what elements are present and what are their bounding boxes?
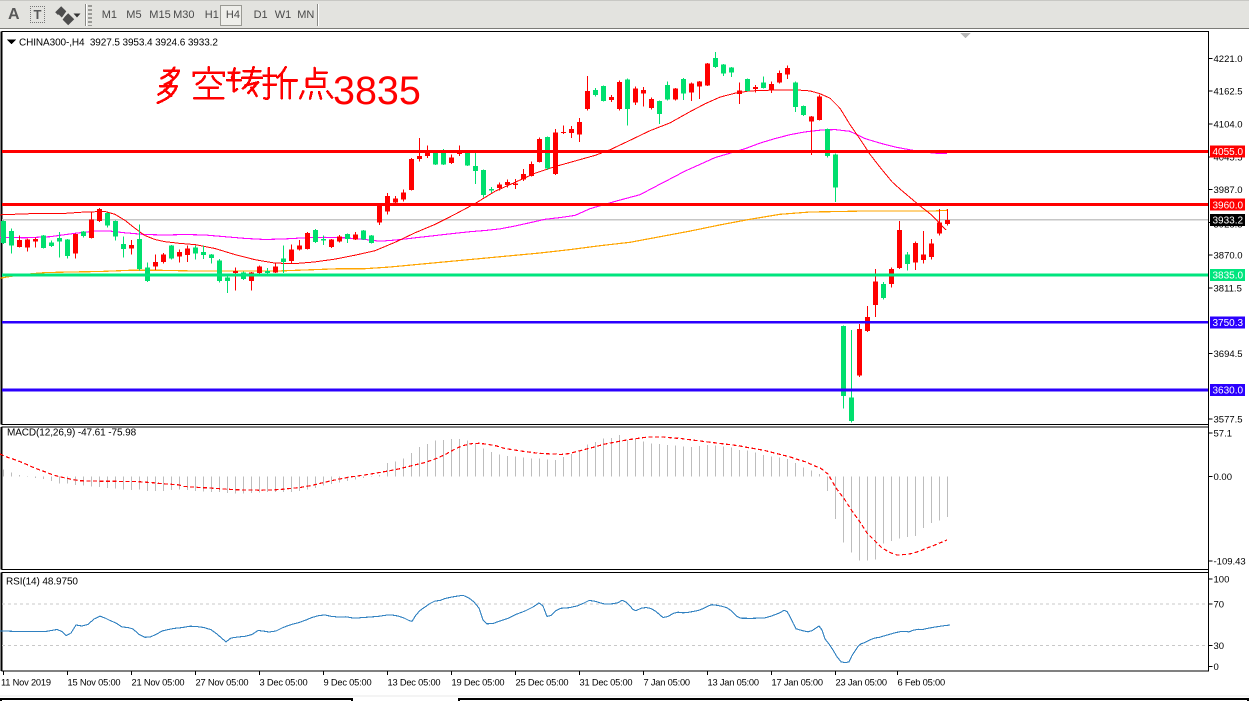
svg-text:21 Nov 05:00: 21 Nov 05:00	[132, 678, 185, 688]
svg-text:30: 30	[1214, 641, 1225, 652]
svg-text:MACD(12,26,9) -47.61 -75.98: MACD(12,26,9) -47.61 -75.98	[7, 428, 137, 439]
svg-text:57.1: 57.1	[1214, 429, 1233, 440]
svg-text:70: 70	[1214, 600, 1225, 611]
svg-text:3811.5: 3811.5	[1214, 284, 1242, 295]
svg-text:4162.5: 4162.5	[1214, 87, 1243, 98]
svg-text:4104.0: 4104.0	[1214, 120, 1243, 131]
svg-text:23 Jan 05:00: 23 Jan 05:00	[836, 678, 887, 688]
svg-text:0.00: 0.00	[1214, 472, 1233, 483]
svg-text:3960.0: 3960.0	[1213, 200, 1244, 211]
svg-text:11 Nov 2019: 11 Nov 2019	[1, 678, 51, 688]
svg-text:0: 0	[1214, 662, 1219, 673]
svg-text:13 Jan 05:00: 13 Jan 05:00	[708, 678, 759, 688]
svg-text:100: 100	[1214, 575, 1230, 586]
svg-text:6 Feb 05:00: 6 Feb 05:00	[898, 678, 945, 688]
svg-text:-109.43: -109.43	[1214, 557, 1246, 568]
svg-text:4221.0: 4221.0	[1214, 54, 1243, 65]
svg-text:3987.0: 3987.0	[1214, 185, 1243, 196]
svg-text:17 Jan 05:00: 17 Jan 05:00	[772, 678, 823, 688]
svg-text:9 Dec 05:00: 9 Dec 05:00	[324, 678, 372, 688]
svg-text:CHINA300-,H4 3927.5 3953.4 39: CHINA300-,H4 3927.5 3953.4 3924.6 3933.2	[19, 38, 218, 49]
svg-text:7 Jan 05:00: 7 Jan 05:00	[644, 678, 690, 688]
svg-text:3835.0: 3835.0	[1213, 270, 1244, 281]
svg-text:3694.5: 3694.5	[1214, 349, 1243, 360]
svg-text:27 Nov 05:00: 27 Nov 05:00	[196, 678, 249, 688]
svg-text:13 Dec 05:00: 13 Dec 05:00	[388, 678, 441, 688]
svg-text:4055.0: 4055.0	[1213, 147, 1244, 158]
svg-text:3835: 3835	[333, 69, 421, 113]
svg-text:3750.3: 3750.3	[1213, 318, 1244, 329]
svg-text:3 Dec 05:00: 3 Dec 05:00	[260, 678, 308, 688]
svg-text:4045.5: 4045.5	[1214, 152, 1243, 163]
svg-text:25 Dec 05:00: 25 Dec 05:00	[516, 678, 569, 688]
svg-text:RSI(14) 48.9750: RSI(14) 48.9750	[6, 577, 78, 588]
svg-text:3933.2: 3933.2	[1213, 215, 1244, 226]
svg-text:3630.0: 3630.0	[1213, 385, 1244, 396]
svg-text:3870.0: 3870.0	[1214, 251, 1243, 262]
svg-text:19 Dec 05:00: 19 Dec 05:00	[452, 678, 505, 688]
svg-text:3577.5: 3577.5	[1214, 415, 1243, 426]
svg-text:15 Nov 05:00: 15 Nov 05:00	[68, 678, 121, 688]
svg-text:31 Dec 05:00: 31 Dec 05:00	[580, 678, 633, 688]
